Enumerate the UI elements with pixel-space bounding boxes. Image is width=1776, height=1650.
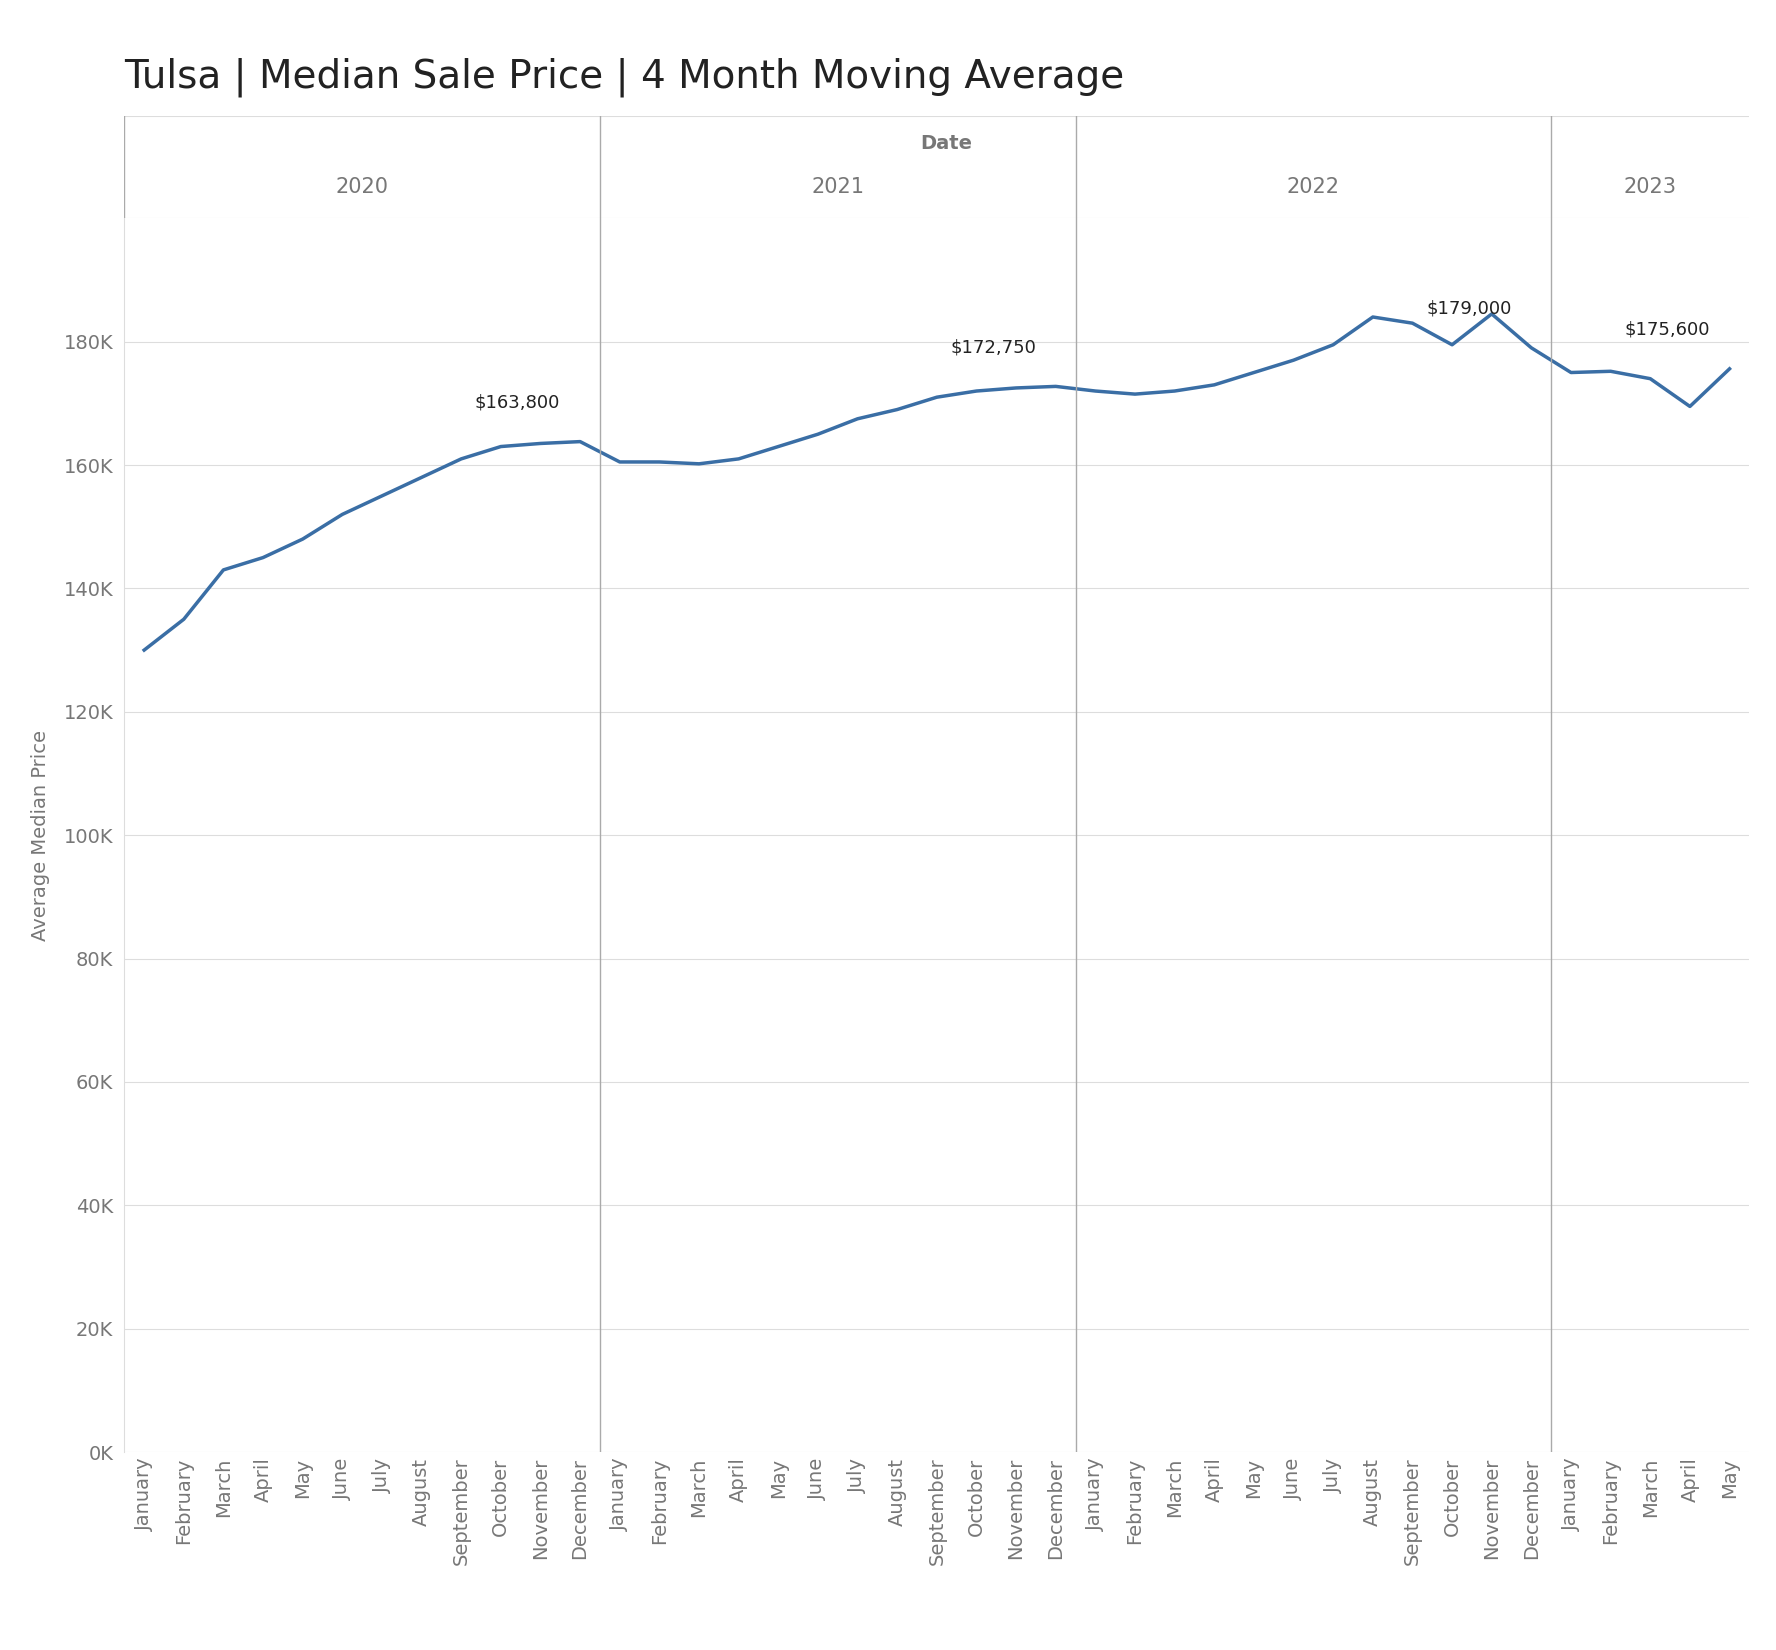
Text: $179,000: $179,000 xyxy=(1426,300,1511,318)
Text: Date: Date xyxy=(920,134,973,153)
Text: 2020: 2020 xyxy=(336,178,389,198)
Text: 2023: 2023 xyxy=(1623,178,1677,198)
Y-axis label: Average Median Price: Average Median Price xyxy=(30,729,50,940)
Text: 2022: 2022 xyxy=(1288,178,1339,198)
Text: Tulsa | Median Sale Price | 4 Month Moving Average: Tulsa | Median Sale Price | 4 Month Movi… xyxy=(124,58,1124,97)
Text: $172,750: $172,750 xyxy=(950,338,1035,356)
Text: 2021: 2021 xyxy=(812,178,865,198)
Text: $175,600: $175,600 xyxy=(1625,320,1710,338)
Text: $163,800: $163,800 xyxy=(474,394,559,412)
